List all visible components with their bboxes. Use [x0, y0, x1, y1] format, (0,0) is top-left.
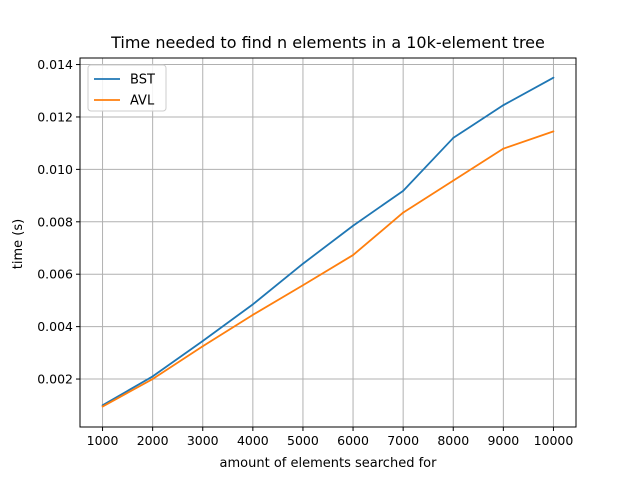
avl-data-point	[352, 254, 354, 256]
bst-data-point	[201, 340, 204, 342]
y-tick-label: 0.014	[37, 57, 73, 72]
x-tick-label: 5000	[287, 433, 319, 448]
bst-data-point	[151, 375, 154, 378]
x-tick-label: 1000	[87, 433, 119, 448]
x-tick-label: 10000	[534, 433, 574, 448]
legend-label-avl: AVL	[130, 94, 155, 109]
avl-data-point	[402, 211, 405, 214]
y-tick-label: 0.008	[37, 214, 73, 229]
y-tick-label: 0.004	[37, 319, 73, 334]
y-tick-label: 0.010	[37, 162, 73, 177]
chart-title: Time needed to find n elements in a 10k-…	[110, 33, 545, 52]
x-tick-label: 3000	[187, 433, 219, 448]
x-tick-label: 2000	[137, 433, 169, 448]
bst-data-point	[452, 137, 455, 139]
bst-data-point	[251, 303, 254, 306]
x-tick-label: 6000	[337, 433, 369, 448]
avl-data-point	[251, 313, 254, 316]
plot-frame	[79, 57, 577, 428]
avl-data-point	[201, 345, 204, 348]
avl-data-point	[552, 130, 555, 133]
avl-data-point	[101, 405, 104, 408]
y-tick-label: 0.012	[37, 109, 73, 124]
axes: 1000 2000 3000 4000 5000 6000 7000 8000 9000 1000…	[37, 57, 577, 448]
bst-data-point	[552, 76, 555, 79]
bst-data-point	[352, 224, 354, 227]
x-tick-label: 9000	[487, 433, 519, 448]
grid	[80, 58, 576, 427]
bst-data-point	[502, 104, 505, 107]
legend: BST AVL	[87, 64, 167, 112]
x-tick-label: 4000	[237, 433, 269, 448]
y-tick-label: 0.006	[37, 267, 73, 282]
avl-series-line	[102, 130, 554, 408]
x-axis-label: amount of elements searched for	[220, 456, 438, 471]
avl-data-point	[502, 147, 505, 150]
bst-data-point	[402, 189, 405, 192]
x-tick-label: 8000	[437, 433, 469, 448]
bst-data-point	[302, 262, 304, 265]
legend-label-bst: BST	[130, 73, 155, 88]
y-axis-label: time (s)	[11, 219, 26, 269]
series-lines	[101, 76, 555, 408]
x-tick-label: 7000	[387, 433, 419, 448]
avl-data-point	[452, 179, 455, 182]
avl-data-point	[151, 378, 154, 380]
bst-series-line	[102, 76, 554, 407]
avl-data-point	[302, 284, 304, 287]
y-tick-label: 0.002	[37, 372, 73, 387]
